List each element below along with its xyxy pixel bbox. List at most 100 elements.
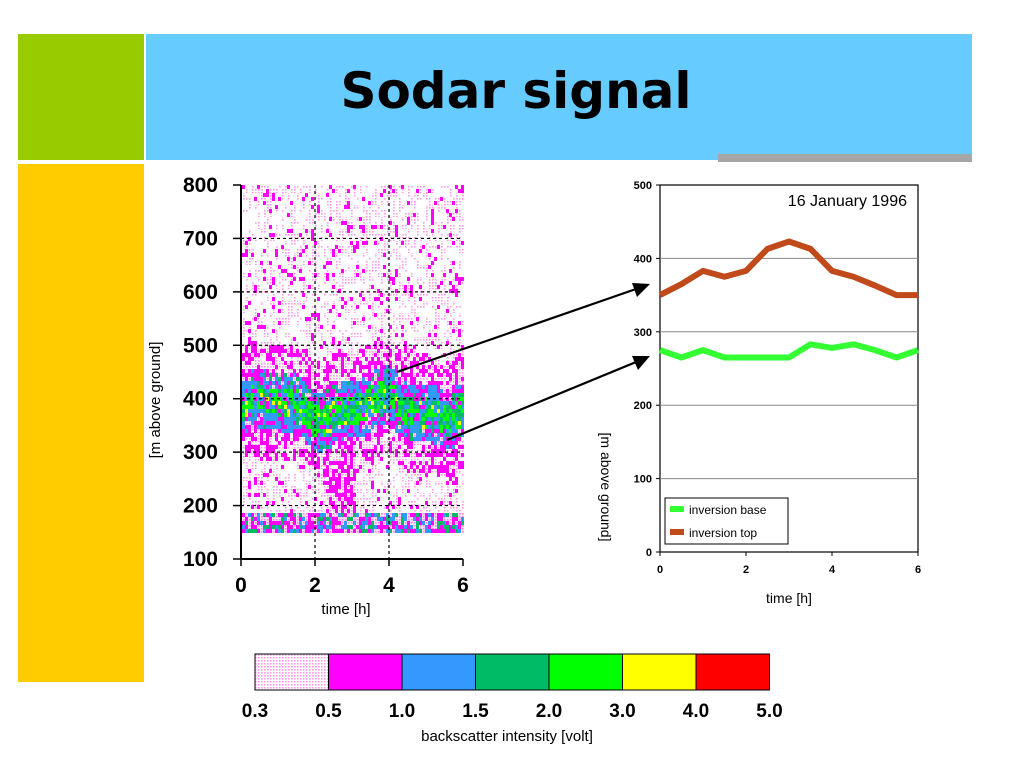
heatmap-cell [410, 377, 413, 381]
heatmap-cell [320, 445, 323, 449]
heatmap-cell [461, 365, 464, 369]
heatmap-cell [449, 473, 452, 477]
heatmap-cell [413, 461, 416, 465]
heatmap-cell [434, 513, 437, 517]
heatmap-cell [323, 305, 326, 309]
heatmap-cell [422, 437, 425, 441]
heatmap-cell [431, 341, 434, 345]
heatmap-cell [332, 209, 335, 213]
heatmap-cell [305, 397, 308, 401]
heatmap-y-tick-label: 700 [183, 227, 218, 250]
heatmap-cell [323, 433, 326, 437]
heatmap-cell [317, 517, 320, 521]
heatmap-cell [266, 449, 269, 453]
heatmap-cell [251, 317, 254, 321]
heatmap-cell [275, 205, 278, 209]
heatmap-cell [281, 445, 284, 449]
heatmap-cell [362, 493, 365, 497]
heatmap-cell [377, 417, 380, 421]
heatmap-cell [371, 449, 374, 453]
heatmap-cell [428, 425, 431, 429]
heatmap-cell [308, 361, 311, 365]
heatmap-cell [395, 417, 398, 421]
heatmap-cell [278, 345, 281, 349]
heatmap-cell [338, 437, 341, 441]
heatmap-cell [347, 501, 350, 505]
heatmap-cell [449, 413, 452, 417]
heatmap-cell [296, 489, 299, 493]
heatmap-cell [305, 517, 308, 521]
heatmap-cell [434, 393, 437, 397]
heatmap-cell [254, 445, 257, 449]
heatmap-cell [317, 377, 320, 381]
heatmap-cell [269, 453, 272, 457]
heatmap-cell [353, 277, 356, 281]
heatmap-cell [371, 501, 374, 505]
heatmap-cell [332, 525, 335, 529]
heatmap-cell [278, 513, 281, 517]
heatmap-cell [302, 477, 305, 481]
heatmap-cell [278, 477, 281, 481]
heatmap-cell [344, 205, 347, 209]
heatmap-cell [389, 281, 392, 285]
heatmap-cell [377, 457, 380, 461]
heatmap-cell [263, 289, 266, 293]
heatmap-cell [350, 453, 353, 457]
heatmap-cell [425, 525, 428, 529]
heatmap-cell [407, 453, 410, 457]
heatmap-cell [242, 485, 245, 489]
heatmap-cell [404, 449, 407, 453]
heatmap-cell [308, 413, 311, 417]
heatmap-cell [428, 433, 431, 437]
heatmap-cell [332, 217, 335, 221]
heatmap-cell [389, 417, 392, 421]
heatmap-cell [437, 437, 440, 441]
heatmap-cell [401, 433, 404, 437]
heatmap-cell [257, 405, 260, 409]
heatmap-cell [317, 405, 320, 409]
heatmap-cell [335, 209, 338, 213]
heatmap-cell [437, 389, 440, 393]
heatmap-cell [338, 229, 341, 233]
heatmap-cell [302, 441, 305, 445]
heatmap-cell [446, 521, 449, 525]
heatmap-cell [275, 225, 278, 229]
heatmap-cell [383, 273, 386, 277]
heatmap-cell [344, 425, 347, 429]
heatmap-cell [440, 381, 443, 385]
heatmap-cell [416, 321, 419, 325]
heatmap-cell [410, 213, 413, 217]
heatmap-cell [356, 453, 359, 457]
heatmap-cell [398, 245, 401, 249]
heatmap-cell [308, 213, 311, 217]
heatmap-cell [302, 357, 305, 361]
heatmap-cell [263, 309, 266, 313]
heatmap-cell [449, 429, 452, 433]
heatmap-cell [380, 333, 383, 337]
heatmap-cell [338, 257, 341, 261]
heatmap-cell [263, 369, 266, 373]
heatmap-cell [392, 425, 395, 429]
heatmap-cell [341, 485, 344, 489]
heatmap-cell [422, 389, 425, 393]
heatmap-cell [422, 289, 425, 293]
heatmap-cell [347, 281, 350, 285]
heatmap-cell [374, 345, 377, 349]
heatmap-cell [434, 389, 437, 393]
heatmap-cell [254, 221, 257, 225]
heatmap-cell [404, 513, 407, 517]
heatmap-cell [443, 333, 446, 337]
heatmap-cell [347, 233, 350, 237]
heatmap-cell [269, 521, 272, 525]
heatmap-cell [260, 365, 263, 369]
heatmap-cell [380, 249, 383, 253]
heatmap-cell [377, 521, 380, 525]
heatmap-cell [461, 409, 464, 413]
heatmap-cell [377, 497, 380, 501]
heatmap-cell [338, 341, 341, 345]
heatmap-cell [443, 429, 446, 433]
heatmap-cell [389, 521, 392, 525]
heatmap-cell [269, 413, 272, 417]
heatmap-cell [269, 209, 272, 213]
heatmap-cell [410, 345, 413, 349]
